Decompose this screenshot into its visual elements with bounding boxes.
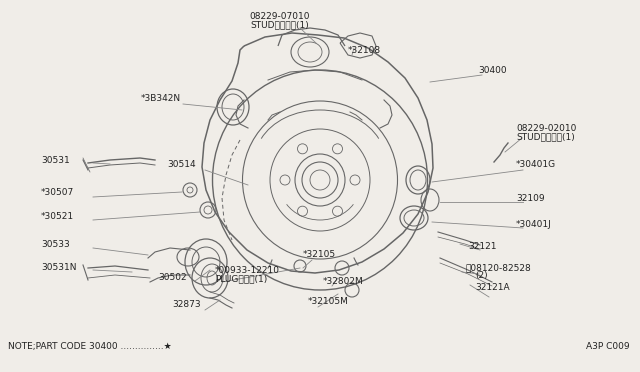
Text: 30502: 30502 [158,273,187,282]
Text: ⒲08120-82528: ⒲08120-82528 [466,263,532,272]
Text: *32802M: *32802M [323,277,364,286]
Text: *32105: *32105 [303,250,336,259]
Text: 30514: 30514 [167,160,196,169]
Text: *30401G: *30401G [516,160,556,169]
Text: (2): (2) [475,271,488,280]
Text: 30531: 30531 [41,156,70,165]
Text: *30521: *30521 [41,212,74,221]
Text: *32105M: *32105M [308,297,349,306]
Text: PLUGプラグ(1): PLUGプラグ(1) [215,274,268,283]
Text: 08229-07010: 08229-07010 [250,12,310,21]
Text: *30507: *30507 [41,188,74,197]
Text: 32121: 32121 [468,242,497,251]
Text: 30400: 30400 [478,66,507,75]
Text: *3B342N: *3B342N [141,94,181,103]
Text: 32873: 32873 [172,300,200,309]
Text: *00933-12210: *00933-12210 [215,266,280,275]
Text: STUDスタッド(1): STUDスタッド(1) [516,132,575,141]
Text: 32109: 32109 [516,194,545,203]
Text: NOTE;PART CODE 30400 ...............★: NOTE;PART CODE 30400 ...............★ [8,342,172,351]
Text: 32121A: 32121A [475,283,509,292]
Text: 08229-02010: 08229-02010 [516,124,577,133]
Text: *32108: *32108 [348,46,381,55]
Text: STUDスタッド(1): STUDスタッド(1) [251,20,309,29]
Text: A3P C009: A3P C009 [586,342,630,351]
Text: *30401J: *30401J [516,220,552,229]
Text: 30531N: 30531N [41,263,77,272]
Text: 30533: 30533 [41,240,70,249]
